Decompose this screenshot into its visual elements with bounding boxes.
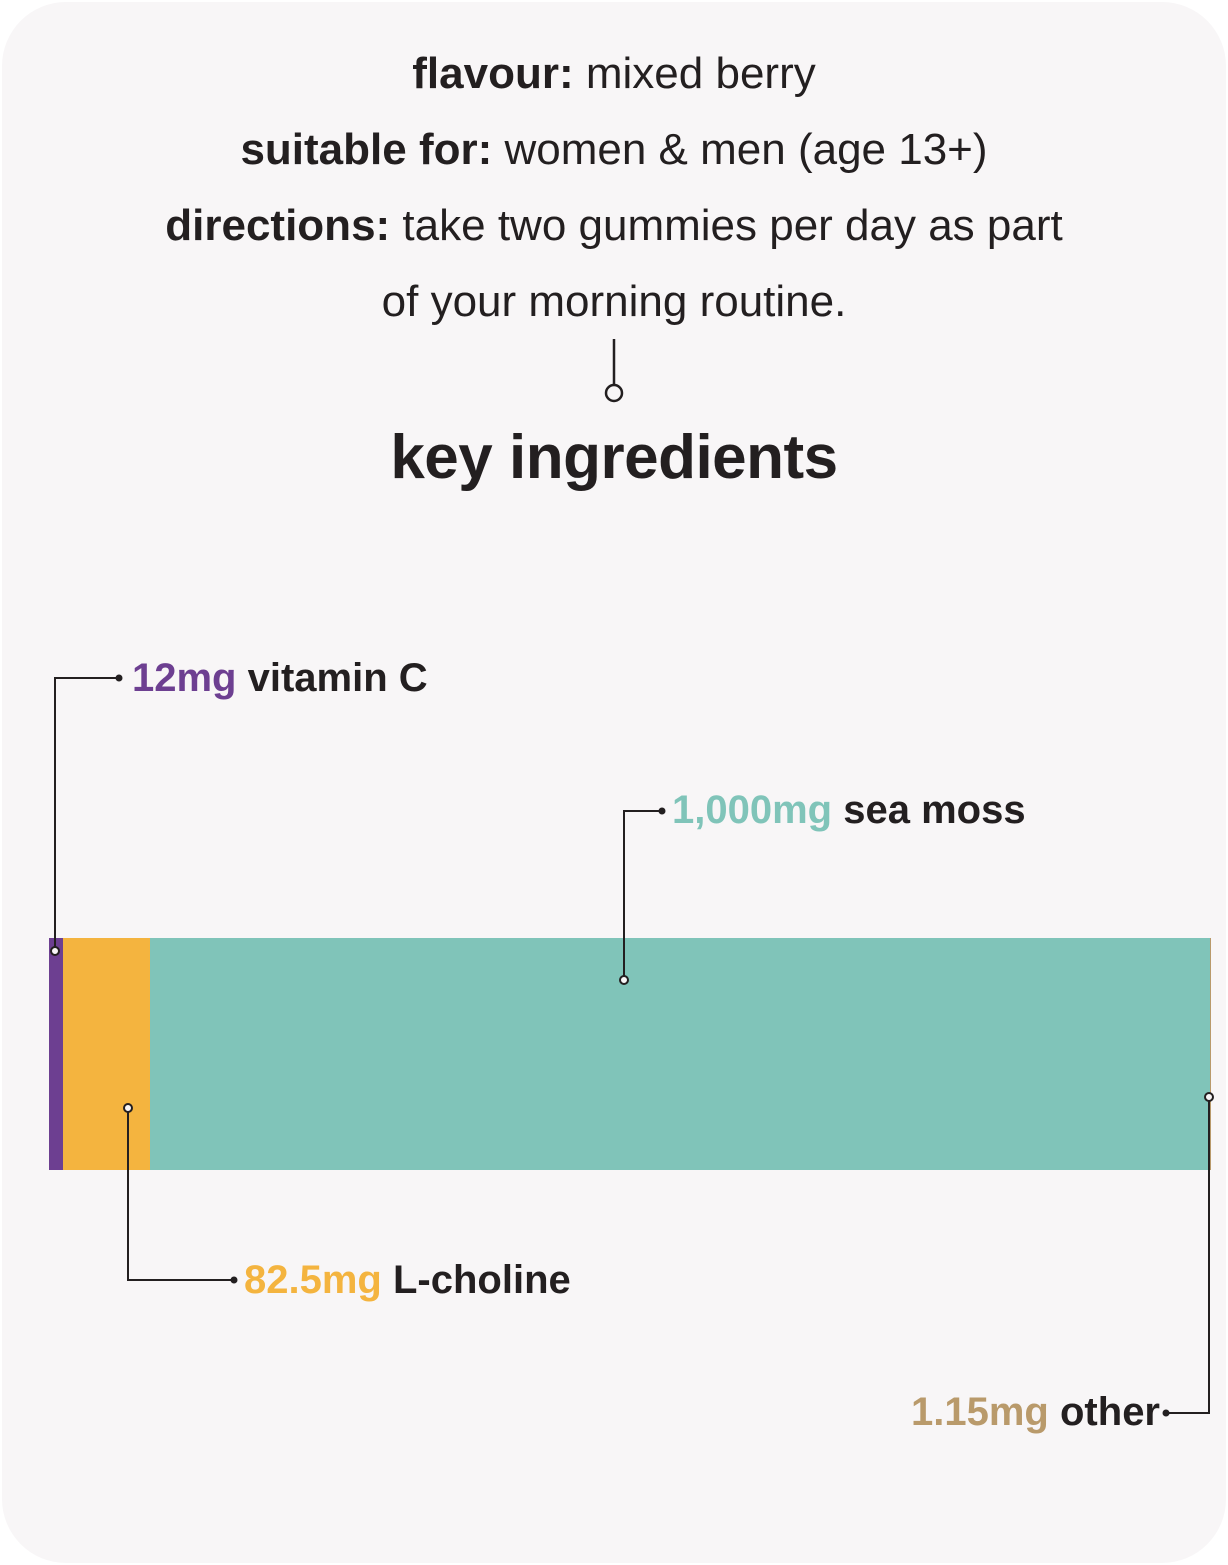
heading-connector xyxy=(604,339,624,403)
dot-l-choline-bar xyxy=(123,1103,133,1113)
amount-other: 1.15mg xyxy=(911,1390,1049,1434)
leader-lines xyxy=(54,677,1210,1414)
bar-segment-sea-moss xyxy=(150,938,1210,1170)
stacked-bar xyxy=(49,938,1211,1170)
dot-vitamin-c-label xyxy=(115,674,123,682)
dot-l-choline-label xyxy=(230,1276,238,1284)
leader-other xyxy=(1168,1097,1210,1414)
directions-line-2: of your morning routine. xyxy=(0,264,1228,340)
name-vitamin-c: vitamin C xyxy=(247,656,428,700)
amount-sea-moss: 1,000mg xyxy=(672,788,833,832)
callout-vitamin-c: 12mg vitamin C xyxy=(132,654,428,702)
name-other: other xyxy=(1060,1390,1160,1434)
directions-value-2: of your morning routine. xyxy=(381,277,847,326)
dot-other-label xyxy=(1162,1409,1170,1417)
dot-sea-moss-label xyxy=(658,807,666,815)
flavour-label: flavour: xyxy=(412,49,574,98)
dot-sea-moss-bar xyxy=(619,975,629,985)
key-ingredients-heading: key ingredients xyxy=(390,423,838,492)
name-sea-moss: sea moss xyxy=(843,788,1026,832)
directions-value-1: take two gummies per day as part xyxy=(402,201,1063,250)
leader-sea-moss xyxy=(623,810,660,980)
suitable-label: suitable for: xyxy=(240,125,493,174)
bar-segment-other xyxy=(1210,938,1211,1170)
directions-line: directions: take two gummies per day as … xyxy=(0,188,1228,264)
dot-vitamin-c-bar xyxy=(50,946,60,956)
amount-l-choline: 82.5mg xyxy=(244,1258,382,1302)
suitable-line: suitable for: women & men (age 13+) xyxy=(0,112,1228,188)
bar-segment-vitamin-c xyxy=(49,938,63,1170)
callout-sea-moss: 1,000mg sea moss xyxy=(672,786,1026,834)
dot-other-bar xyxy=(1204,1092,1214,1102)
leader-dots xyxy=(50,674,1214,1417)
suitable-value: women & men (age 13+) xyxy=(504,125,988,174)
callout-other: 1.15mg other xyxy=(911,1388,1160,1436)
leader-vitamin-c xyxy=(54,677,117,951)
callout-l-choline: 82.5mg L-choline xyxy=(244,1256,571,1304)
amount-vitamin-c: 12mg xyxy=(132,656,237,700)
bar-segment-l-choline xyxy=(63,938,150,1170)
leader-l-choline xyxy=(127,1108,232,1281)
directions-label: directions: xyxy=(165,201,391,250)
flavour-value: mixed berry xyxy=(585,49,816,98)
name-l-choline: L-choline xyxy=(392,1258,571,1302)
flavour-line: flavour: mixed berry xyxy=(0,36,1228,112)
